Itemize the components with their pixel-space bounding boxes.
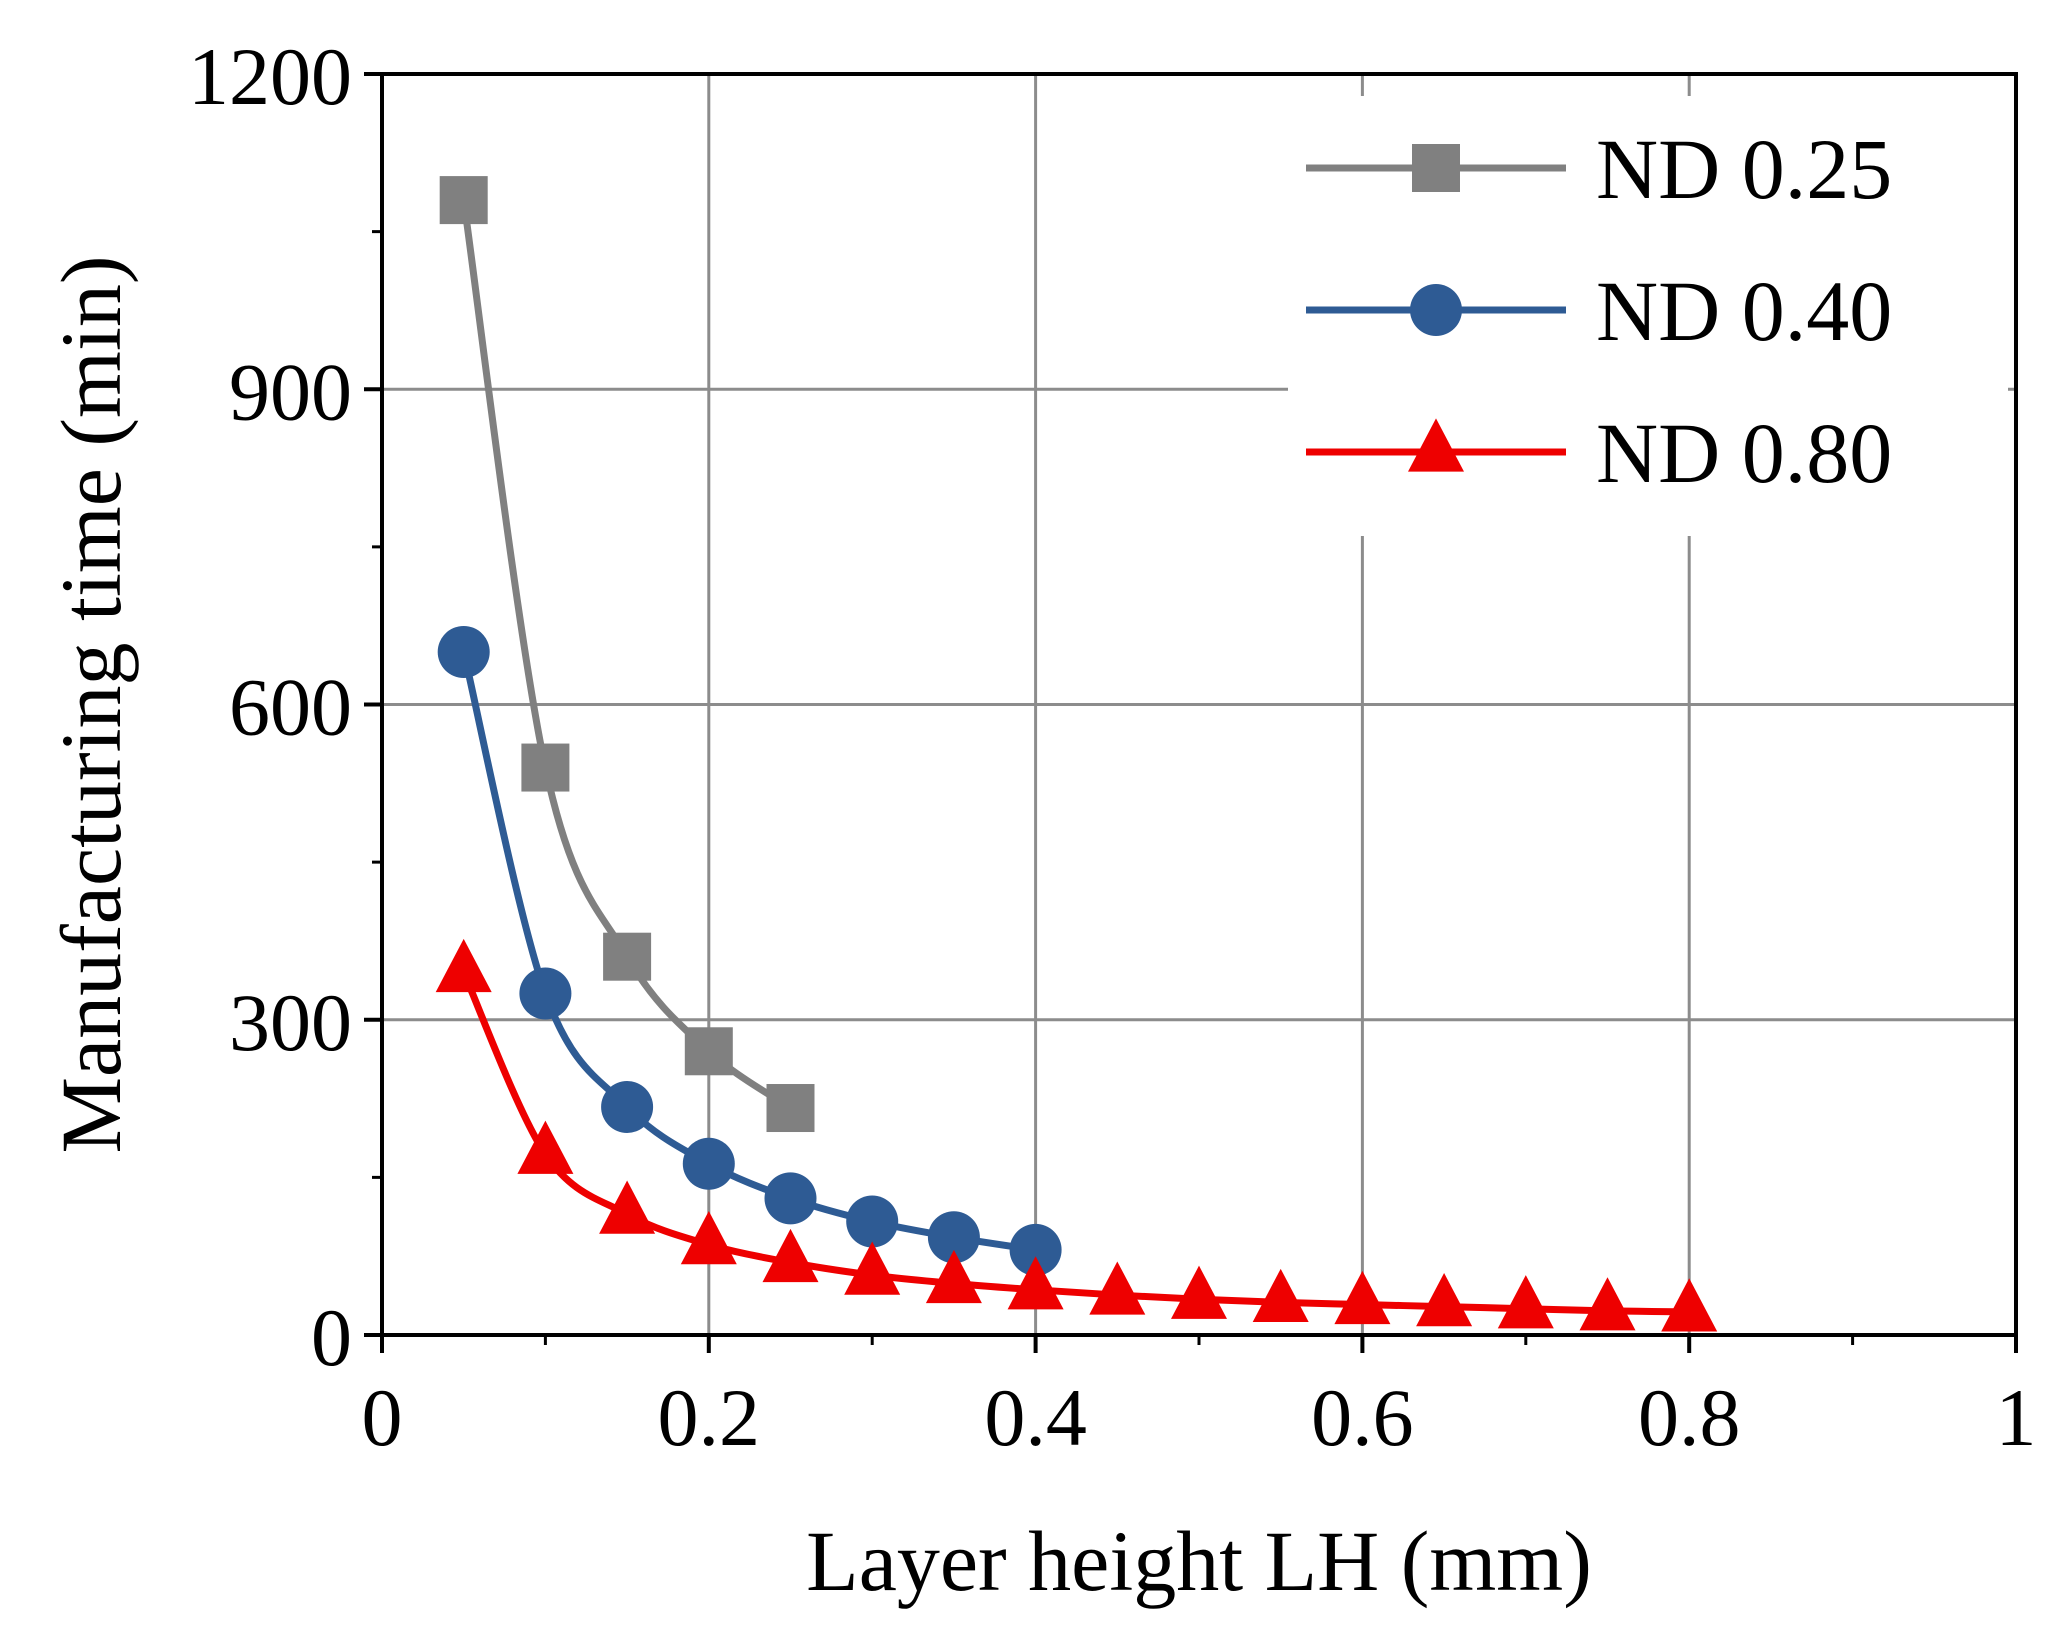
data-point [601,1080,654,1133]
x-tick-label: 0.4 [984,1372,1087,1463]
axis-ticks [364,72,2018,1353]
data-point [517,1120,574,1174]
data-point [603,932,652,981]
legend-marker [1412,144,1460,192]
data-point [1334,1270,1391,1325]
series-nd-0_40 [437,625,1062,1276]
legend-marker [1408,418,1464,472]
data-point [437,625,490,678]
data-point [1171,1265,1227,1319]
legend-item: ND 0.40 [1306,263,1892,359]
x-axis-title: Layer height LH (mm) [806,1513,1592,1609]
legend-label: ND 0.40 [1596,263,1892,359]
y-axis-title: Manufacturing time (min) [43,256,139,1154]
legend-label: ND 0.25 [1596,121,1892,217]
data-point [599,1180,656,1234]
data-point [682,1137,735,1190]
y-tick-label: 300 [229,977,352,1068]
data-point [519,967,572,1020]
data-point [1089,1261,1146,1315]
data-point [1416,1273,1473,1327]
data-point [435,938,492,993]
series-line [460,971,1690,1316]
data-point [1497,1275,1554,1329]
data-point [925,1249,982,1304]
data-point [846,1195,899,1248]
x-tick-label: 1 [1996,1372,2037,1463]
series-nd-0_80 [435,938,1718,1332]
y-tick-label: 0 [311,1292,352,1383]
data-point [1579,1277,1636,1331]
y-tick-label: 600 [229,662,352,753]
series [435,176,1718,1332]
x-tick-label: 0.8 [1638,1372,1741,1463]
x-tick-label: 0.6 [1311,1372,1414,1463]
data-point [1009,1223,1062,1276]
data-point [762,1228,819,1283]
data-point [684,1027,733,1076]
data-point [1252,1268,1309,1323]
x-tick-label: 0.2 [658,1372,761,1463]
legend-item: ND 0.25 [1306,121,1892,217]
data-point [764,1172,817,1225]
data-point [844,1241,901,1295]
legend: ND 0.25 ND 0.40 ND 0.80 [1288,96,2008,536]
plot-frame [380,72,2018,1337]
data-point [680,1211,737,1265]
legend-item: ND 0.80 [1306,405,1892,501]
data-point [521,743,570,792]
data-point [766,1084,815,1133]
series-nd-0_25 [439,176,815,1133]
x-tick-label: 0 [362,1372,403,1463]
data-point [439,176,488,225]
y-tick-label: 900 [229,346,352,437]
data-point [1661,1278,1718,1332]
legend-marker [1410,284,1462,336]
legend-label: ND 0.80 [1596,405,1892,501]
y-tick-label: 1200 [188,31,352,122]
tick-labels: 0 0.2 0.4 0.6 0.8 1 0 300 600 900 1200 [188,31,2037,1463]
data-point [1007,1256,1064,1310]
data-point [927,1211,980,1264]
